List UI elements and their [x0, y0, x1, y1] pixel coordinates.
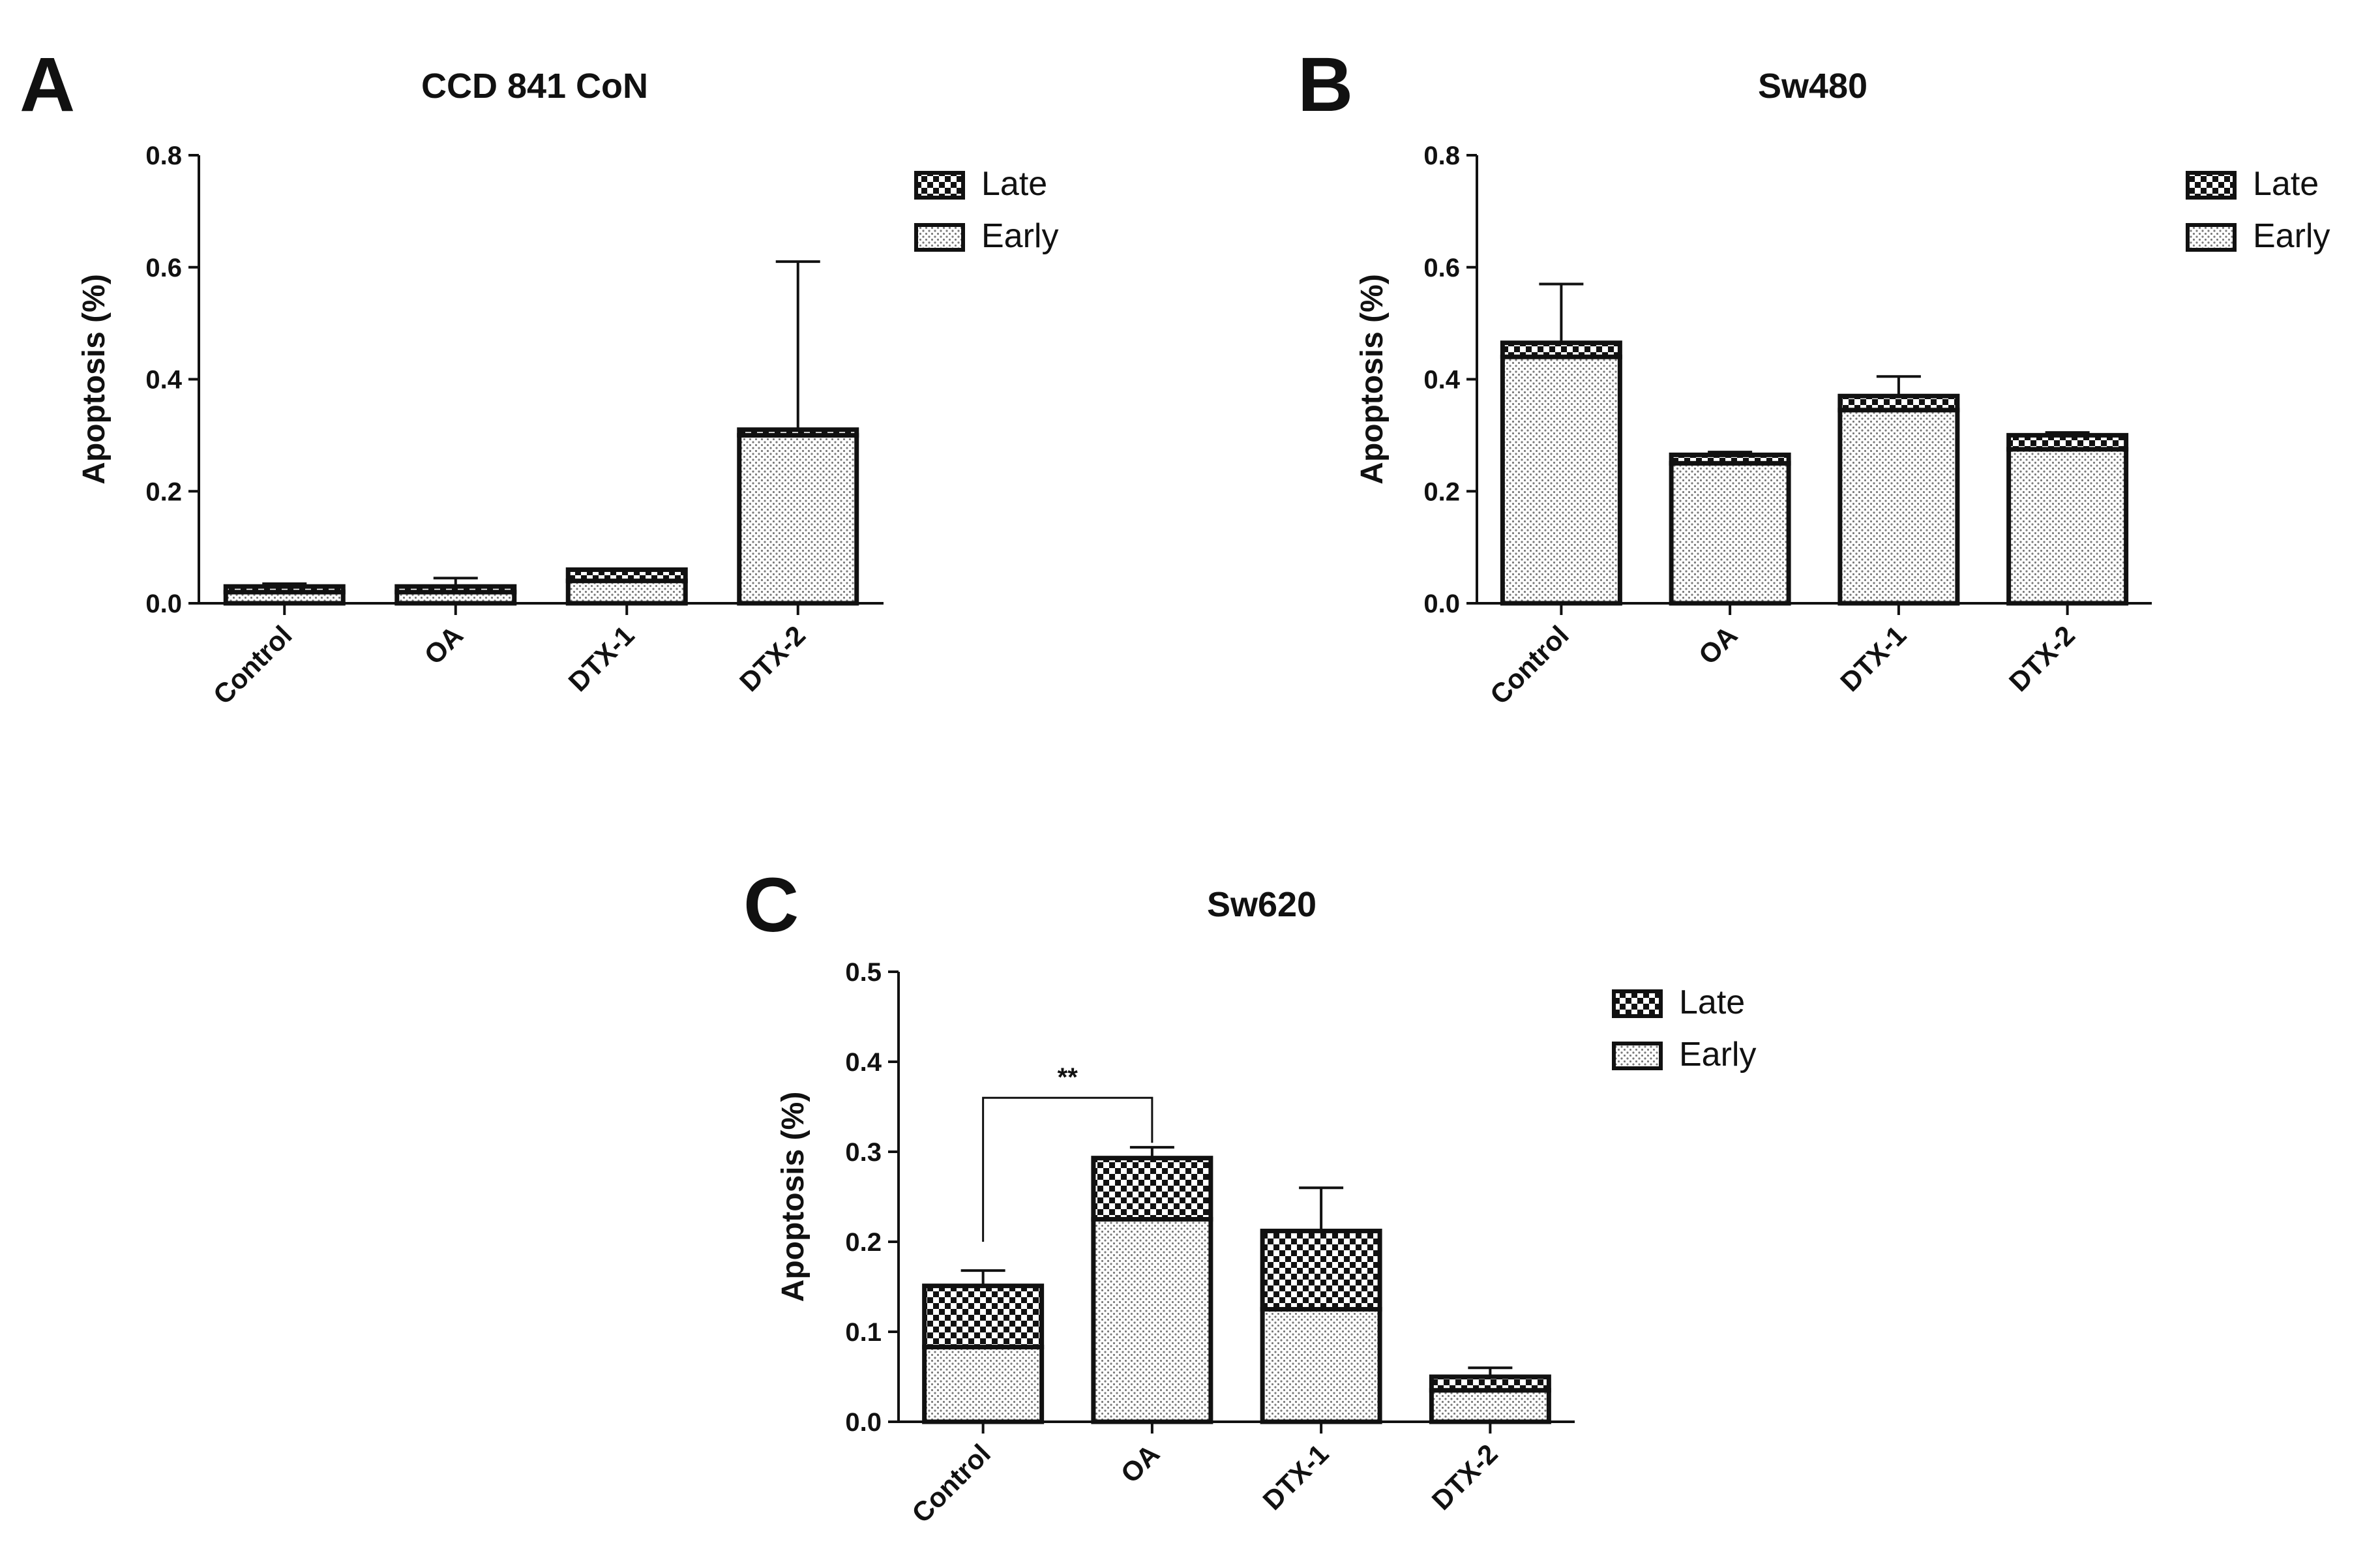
legend-swatch-early: [2186, 223, 2237, 252]
bar-early-control: [922, 1344, 1045, 1424]
bar-late-dtx-1: [565, 567, 688, 584]
y-tick-label: 0.4: [1423, 366, 1460, 395]
bar-early-oa: [1669, 460, 1791, 606]
bar-late-dtx-2: [2006, 432, 2129, 452]
legend-swatch-early: [1612, 1042, 1663, 1070]
bar-early-dtx-2: [737, 432, 859, 606]
y-tick-label: 0.3: [845, 1138, 882, 1167]
bar-late-dtx-2: [1429, 1374, 1551, 1393]
legend-swatch-late: [1612, 989, 1663, 1018]
bar-early-dtx-1: [565, 578, 688, 606]
chart-panel-a: A CCD 841 CoN 0.0 0.2 0.4 0.6 0.8 Apoptosis (%)…: [20, 42, 1058, 710]
y-tick-label: 0.4: [145, 366, 182, 395]
legend-swatch-late: [2186, 171, 2237, 200]
y-tick-label: 0.2: [1423, 477, 1460, 506]
x-tick-label: Control: [1484, 620, 1575, 710]
y-tick-label: 0.0: [145, 590, 182, 618]
bar-early-dtx-2: [2006, 447, 2129, 606]
y-tick-label: 0.2: [145, 477, 182, 506]
legend-label-late: Late: [2253, 165, 2319, 203]
x-tick-label: DTX-2: [734, 620, 811, 697]
bar-late-oa: [1669, 452, 1791, 466]
x-tick-label: Control: [207, 620, 298, 710]
y-tick-label: 0.5: [845, 958, 882, 987]
legend-label-early: Early: [1679, 1036, 1756, 1074]
x-tick-label: DTX-1: [1834, 620, 1912, 697]
bar-late-dtx-1: [1837, 393, 1960, 413]
significance-bracket: [982, 1096, 1153, 1242]
x-tick-label: OA: [1693, 620, 1744, 670]
y-axis-label: Apoptosis (%): [776, 1092, 811, 1302]
chart-title: Sw480: [1758, 67, 1867, 106]
x-tick-label: OA: [418, 620, 469, 670]
legend-label-late: Late: [981, 165, 1047, 203]
legend-swatch-early: [914, 223, 965, 252]
bar-late-oa: [394, 584, 517, 595]
y-tick-label: 0.2: [845, 1228, 882, 1257]
chart-panel-c: C Sw620 0.0 0.1 0.2 0.3 0.4 0.5 Apoptosis (%) Con…: [743, 862, 1756, 1529]
y-tick-label: 0.0: [1423, 590, 1460, 618]
y-tick-label: 0.6: [1423, 254, 1460, 282]
y-tick-label: 0.8: [1423, 142, 1460, 170]
bar-late-oa: [1091, 1156, 1213, 1222]
x-tick-label: DTX-2: [2003, 620, 2081, 697]
chart-title: CCD 841 CoN: [421, 67, 648, 106]
bar-early-control: [1500, 354, 1622, 606]
legend-label-early: Early: [2253, 217, 2330, 255]
bar-early-dtx-1: [1260, 1307, 1382, 1424]
y-tick-label: 0.4: [845, 1048, 882, 1077]
chart-title: Sw620: [1207, 885, 1316, 924]
legend-swatch-late: [914, 171, 965, 200]
panel-letter: A: [20, 42, 75, 128]
chart-panel-b: B Sw480 0.0 0.2 0.4 0.6 0.8 Apoptosis (%) Contro…: [1298, 42, 2330, 710]
x-tick-label: DTX-2: [1426, 1438, 1504, 1516]
legend-label-late: Late: [1679, 984, 1745, 1021]
x-tick-label: Control: [906, 1438, 996, 1529]
bar-late-control: [1500, 340, 1622, 359]
panel-letter: C: [743, 862, 799, 948]
y-axis-label: Apoptosis (%): [1355, 274, 1390, 485]
significance-label: **: [1058, 1063, 1078, 1092]
y-tick-label: 0.6: [145, 254, 182, 282]
bar-early-oa: [1091, 1217, 1213, 1424]
x-tick-label: DTX-1: [1257, 1438, 1334, 1516]
y-axis-label: Apoptosis (%): [77, 274, 112, 485]
y-tick-label: 0.1: [845, 1318, 882, 1347]
x-tick-label: OA: [1114, 1438, 1165, 1489]
bar-early-dtx-2: [1429, 1388, 1551, 1424]
x-tick-label: DTX-1: [563, 620, 640, 697]
bar-late-dtx-1: [1260, 1228, 1382, 1312]
legend-label-early: Early: [981, 217, 1058, 255]
bar-early-dtx-1: [1837, 408, 1960, 606]
bar-late-dtx-2: [737, 427, 859, 438]
bar-late-control: [922, 1284, 1045, 1349]
panel-letter: B: [1298, 42, 1353, 128]
y-tick-label: 0.0: [845, 1408, 882, 1437]
bar-late-control: [223, 584, 346, 595]
y-tick-label: 0.8: [145, 142, 182, 170]
